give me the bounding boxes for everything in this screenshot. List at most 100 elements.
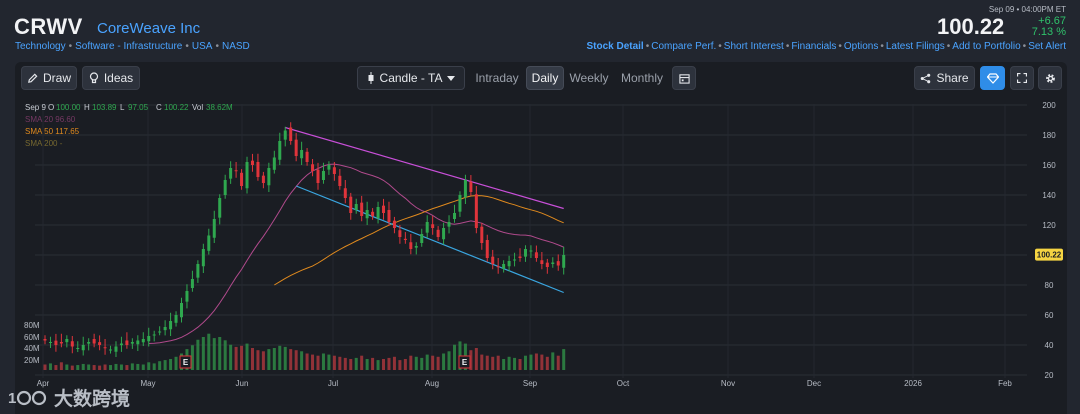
- x-axis: Apr May Jun Jul Aug Sep Oct Nov Dec 2026 Feb: [37, 379, 1013, 388]
- candle-body: [43, 339, 47, 341]
- x-tick-label: 2026: [904, 379, 922, 388]
- volume-bar: [125, 365, 129, 370]
- volume-bar: [212, 338, 216, 370]
- candle-body: [371, 211, 375, 216]
- link-stock-detail[interactable]: Stock Detail: [586, 41, 644, 52]
- candle-body: [354, 204, 358, 210]
- volume-bar: [147, 362, 151, 370]
- change-absolute: +6.67: [1038, 15, 1066, 27]
- volume-bar: [453, 344, 456, 370]
- candle-body: [92, 339, 96, 344]
- volume-bar: [540, 354, 544, 370]
- candle-body: [398, 230, 402, 237]
- candle-body: [48, 342, 52, 343]
- volume-bar: [382, 359, 386, 370]
- link-set-alert[interactable]: Set Alert: [1028, 41, 1066, 52]
- sma-legend-label: SMA 20 96.60: [25, 115, 76, 124]
- candle-body: [551, 262, 555, 264]
- x-tick-label: May: [140, 379, 155, 388]
- legend-value: 38.62M: [206, 103, 233, 112]
- ideas-button[interactable]: Ideas: [82, 66, 140, 90]
- chevron-down-icon: [447, 75, 456, 81]
- link-options[interactable]: Options: [843, 41, 879, 52]
- draw-button[interactable]: Draw: [21, 66, 77, 90]
- candle-body: [442, 228, 446, 240]
- volume-bar: [87, 364, 91, 370]
- candle-body: [300, 150, 304, 159]
- link-short-interest[interactable]: Short Interest: [723, 41, 784, 52]
- candle-body: [54, 340, 58, 345]
- tab-intraday[interactable]: Intraday: [475, 71, 519, 85]
- candle-body: [529, 250, 533, 252]
- volume-bar: [261, 351, 265, 370]
- candle-body: [414, 246, 418, 248]
- sector-link[interactable]: Technology: [15, 41, 66, 52]
- link-financials[interactable]: Financials: [791, 41, 837, 52]
- candle-body: [261, 175, 265, 183]
- candle-body: [136, 340, 140, 345]
- volume-bar: [54, 365, 58, 370]
- chart-grid: [35, 104, 1027, 378]
- sector-breadcrumb: Technology • Software - Infrastructure • USA…: [15, 41, 250, 52]
- candle-body: [316, 169, 320, 183]
- price-chart[interactable]: EE 20018016014012010080604020100.22 80M6…: [15, 98, 1067, 414]
- volume-bar: [300, 351, 304, 370]
- candle-body: [338, 175, 342, 186]
- y-tick-label: 20: [1045, 371, 1054, 380]
- volume-bar: [414, 356, 418, 370]
- tab-daily[interactable]: Daily: [526, 66, 564, 90]
- quote-datetime: Sep 09 • 04:00PM ET: [988, 5, 1066, 14]
- company-name[interactable]: CoreWeave Inc: [97, 20, 201, 37]
- candle-body: [343, 188, 347, 198]
- candle-body: [223, 180, 227, 195]
- earnings-marker-label: E: [183, 358, 189, 367]
- settings-button[interactable]: [1038, 66, 1062, 90]
- tab-weekly[interactable]: Weekly: [569, 71, 609, 85]
- volume-bar: [250, 348, 254, 370]
- volume-bar: [114, 363, 118, 370]
- industry-link[interactable]: Software - Infrastructure: [75, 41, 183, 52]
- candle-body: [453, 213, 456, 219]
- candle-body: [158, 331, 162, 333]
- calendar-button[interactable]: [672, 66, 696, 90]
- volume-bar: [523, 355, 527, 370]
- legend-key: L: [120, 103, 125, 112]
- volume-bar: [103, 364, 107, 370]
- gear-icon: [1045, 73, 1055, 83]
- ideas-label: Ideas: [103, 71, 134, 85]
- volume-bar: [387, 357, 391, 370]
- fullscreen-button[interactable]: [1010, 66, 1034, 90]
- exchange-link[interactable]: NASD: [221, 41, 250, 52]
- candle-body: [425, 222, 429, 233]
- premium-button[interactable]: [980, 66, 1005, 90]
- chart-type-select[interactable]: Candle - TA: [357, 66, 465, 90]
- candle-body: [212, 219, 216, 238]
- candle-body: [311, 164, 315, 171]
- candle-body: [98, 342, 102, 345]
- trend-lines: [285, 126, 564, 294]
- candle-body: [540, 260, 544, 264]
- volume-bar: [272, 348, 276, 370]
- candle-body: [556, 261, 560, 266]
- candle-body: [240, 172, 244, 186]
- link-add-to-portfolio[interactable]: Add to Portfolio: [952, 41, 1021, 52]
- candle-body: [431, 224, 435, 228]
- candle-body: [349, 196, 353, 213]
- x-tick-label: Dec: [807, 379, 821, 388]
- link-compare-perf[interactable]: Compare Perf.: [651, 41, 717, 52]
- volume-bar: [48, 363, 52, 370]
- volume-bar: [245, 343, 249, 370]
- volume-bar: [81, 363, 85, 370]
- volume-bar: [442, 353, 446, 370]
- share-button[interactable]: Share: [914, 66, 975, 90]
- candle-body: [294, 139, 298, 156]
- candle-body: [305, 151, 309, 162]
- tab-monthly[interactable]: Monthly: [620, 71, 664, 85]
- volume-bar: [338, 356, 342, 370]
- candle-body: [458, 195, 462, 212]
- link-latest-filings[interactable]: Latest Filings: [885, 41, 945, 52]
- candle-body: [409, 242, 413, 249]
- y-axis: 20018016014012010080604020100.22: [1035, 101, 1063, 380]
- chart-panel: Draw Ideas Candle - TA Intraday Daily We…: [15, 62, 1067, 414]
- country-link[interactable]: USA: [191, 41, 213, 52]
